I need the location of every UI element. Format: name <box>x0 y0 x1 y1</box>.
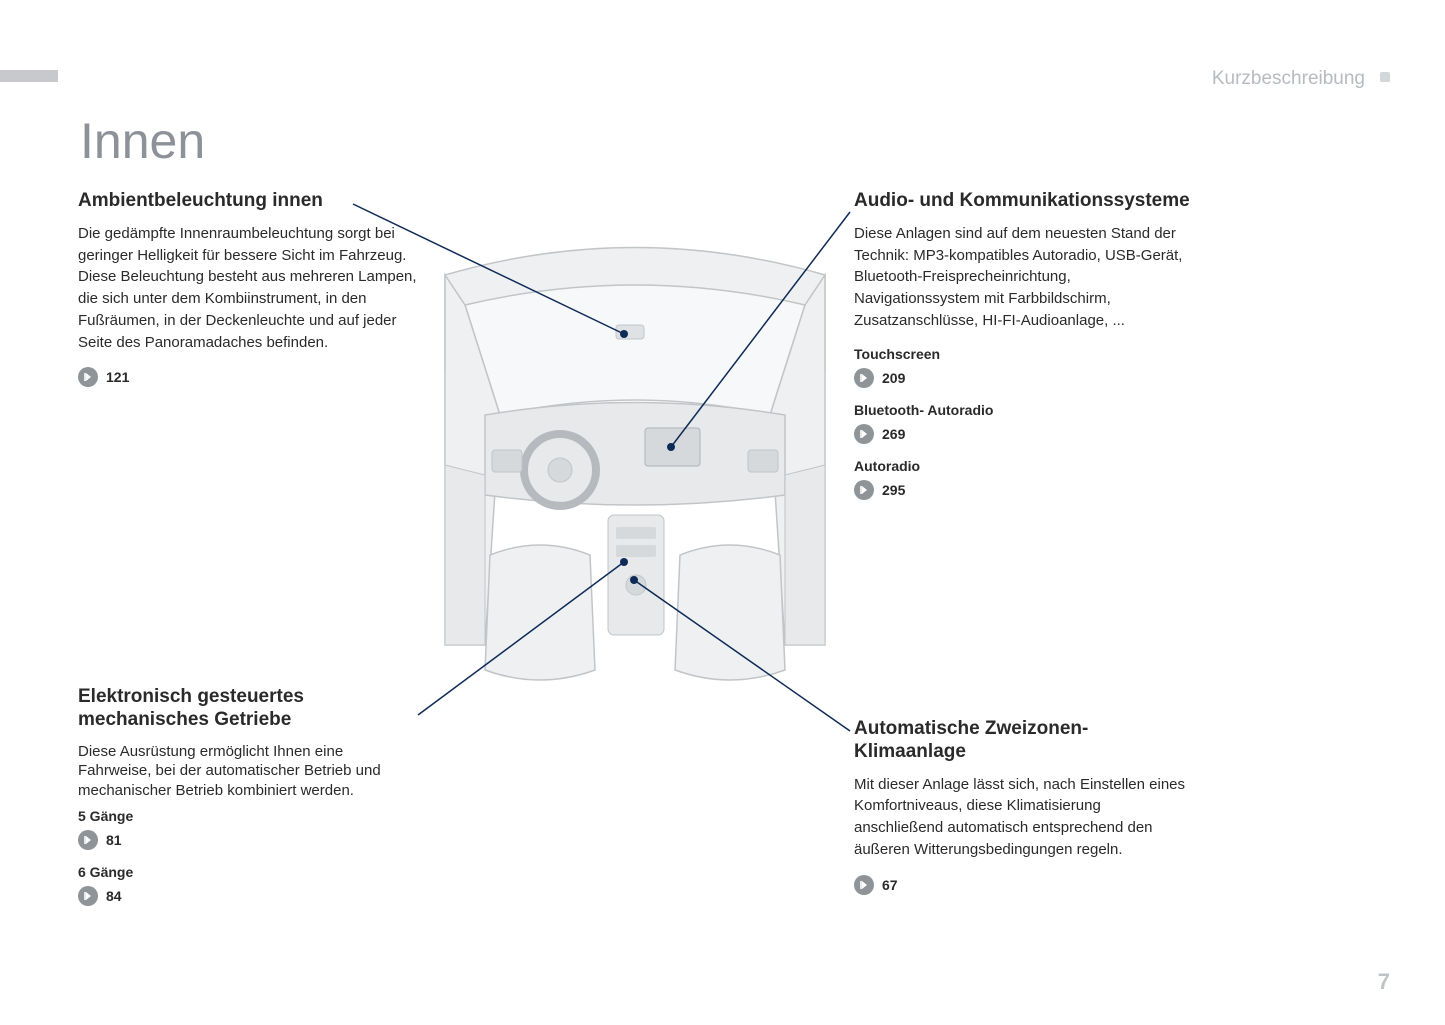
section-climate: Automatische Zweizonen-Klimaanlage Mit d… <box>854 718 1194 909</box>
audio-body: Diese Anlagen sind auf dem neuesten Stan… <box>854 223 1194 332</box>
audio-sub-1: Touchscreen <box>854 346 1194 362</box>
page-ref-icon <box>854 875 874 895</box>
section-ambient-lighting: Ambientbeleuchtung innen Die gedämpfte I… <box>78 190 418 401</box>
page-ref[interactable]: 295 <box>854 480 1194 500</box>
page-ref-icon <box>78 367 98 387</box>
gearbox-sub-2: 6 Gänge <box>78 864 418 880</box>
page-number: 7 <box>1378 969 1390 995</box>
page-ref-icon <box>78 886 98 906</box>
climate-heading: Automatische Zweizonen-Klimaanlage <box>854 718 1194 764</box>
section-gearbox: Elektronisch gesteuertes mechanisches Ge… <box>78 686 418 920</box>
page-ref-icon <box>854 424 874 444</box>
page-ref-icon <box>78 830 98 850</box>
section-audio: Audio- und Kommunikationssysteme Diese A… <box>854 190 1194 514</box>
page-ref[interactable]: 67 <box>854 875 1194 895</box>
page-ref[interactable]: 84 <box>78 886 418 906</box>
gearbox-heading: Elektronisch gesteuertes mechanisches Ge… <box>78 686 418 732</box>
audio-heading: Audio- und Kommunikationssysteme <box>854 190 1194 213</box>
page-ref[interactable]: 121 <box>78 367 418 387</box>
page-ref-icon <box>854 480 874 500</box>
header-dot <box>1380 72 1390 82</box>
ambient-heading: Ambientbeleuchtung innen <box>78 190 418 213</box>
page-ref-number: 121 <box>106 369 129 385</box>
interior-diagram-svg <box>430 215 840 715</box>
interior-diagram <box>430 215 840 715</box>
page-ref-number: 84 <box>106 888 122 904</box>
gearbox-sub-1: 5 Gänge <box>78 808 418 824</box>
page-ref[interactable]: 81 <box>78 830 418 850</box>
header-section-label: Kurzbeschreibung <box>1212 68 1365 90</box>
page-ref-number: 81 <box>106 832 122 848</box>
climate-body: Mit dieser Anlage lässt sich, nach Einst… <box>854 774 1194 861</box>
page-title: Innen <box>80 112 205 170</box>
ambient-body: Die gedämpfte Innenraumbeleuchtung sorgt… <box>78 223 418 354</box>
page-ref-number: 209 <box>882 370 905 386</box>
tab-marker <box>0 70 58 82</box>
page-ref-number: 269 <box>882 426 905 442</box>
page-ref[interactable]: 269 <box>854 424 1194 444</box>
gearbox-body: Diese Ausrüstung ermöglicht Ihnen eine F… <box>78 742 418 801</box>
page-ref-icon <box>854 368 874 388</box>
page-ref[interactable]: 209 <box>854 368 1194 388</box>
audio-sub-3: Autoradio <box>854 458 1194 474</box>
page-ref-number: 67 <box>882 877 898 893</box>
audio-sub-2: Bluetooth- Autoradio <box>854 402 1194 418</box>
page-ref-number: 295 <box>882 482 905 498</box>
